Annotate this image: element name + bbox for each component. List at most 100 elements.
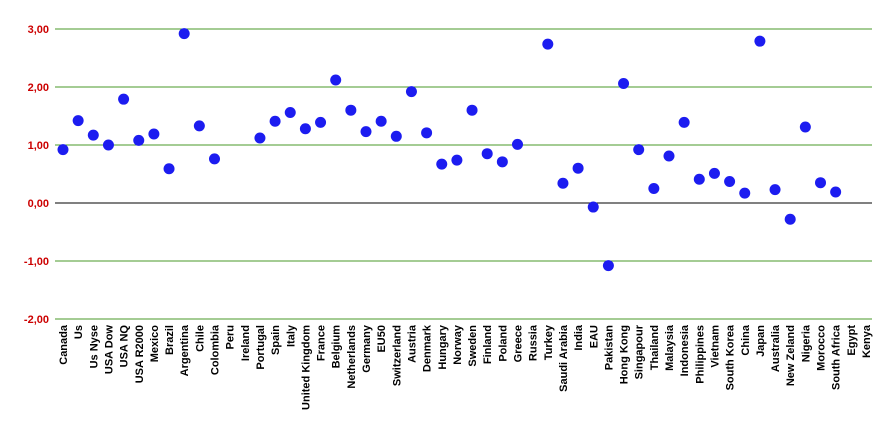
- data-point: [769, 184, 781, 196]
- data-point: [193, 120, 205, 132]
- data-point: [512, 138, 523, 150]
- x-tick-label: Sweden: [467, 325, 479, 367]
- x-tick-label: Indonesia: [679, 324, 691, 376]
- data-point: [330, 74, 342, 86]
- data-point: [815, 177, 826, 189]
- data-point: [602, 260, 614, 272]
- grid-lines: [55, 28, 872, 320]
- x-tick-label: Argentina: [179, 324, 191, 376]
- data-point: [375, 115, 387, 127]
- data-point: [830, 186, 842, 198]
- x-tick-label: EAU: [588, 325, 600, 348]
- data-point: [693, 173, 705, 185]
- data-point: [799, 121, 811, 133]
- x-tick-label: United Kingdom: [300, 325, 312, 410]
- x-tick-label: Austria: [406, 324, 418, 363]
- x-tick-label: EU50: [376, 325, 388, 353]
- data-point: [254, 132, 266, 144]
- data-point: [708, 167, 720, 179]
- data-point: [784, 213, 796, 225]
- x-tick-label: Australia: [770, 324, 782, 372]
- data-point: [572, 162, 584, 174]
- x-tick-label: Germany: [361, 324, 373, 373]
- x-tick-label: New Zeland: [785, 325, 797, 386]
- x-tick-label: Hungary: [437, 324, 449, 370]
- x-tick-label: Philippines: [694, 325, 706, 384]
- x-tick-label: Peru: [225, 325, 237, 349]
- x-tick-label: Poland: [497, 325, 509, 362]
- data-point: [133, 134, 145, 146]
- x-tick-label: Us Nyse: [88, 325, 100, 368]
- x-tick-label: Chile: [194, 325, 206, 352]
- x-tick-label: Kenya: [861, 324, 873, 358]
- data-point: [466, 104, 478, 116]
- y-axis-tick-labels: 3,00 2,00 1,00 0,00 -1,00 -2,00: [24, 24, 49, 326]
- x-tick-label: Egypt: [846, 325, 858, 356]
- data-point: [57, 144, 69, 156]
- data-point: [102, 139, 114, 151]
- x-tick-label: Norway: [452, 324, 464, 365]
- x-tick-label: Vietnam: [709, 325, 721, 368]
- data-point: [299, 123, 311, 135]
- data-points: [57, 28, 842, 272]
- data-point: [557, 177, 569, 189]
- x-tick-label: South Africa: [831, 324, 843, 390]
- x-tick-label: France: [316, 325, 328, 361]
- x-tick-label: Morocco: [816, 325, 828, 371]
- x-tick-label: South Korea: [725, 324, 737, 390]
- x-tick-label: Netherlands: [346, 325, 358, 389]
- x-tick-label: Russia: [528, 324, 540, 361]
- data-point: [542, 38, 554, 50]
- x-tick-label: Turkey: [543, 324, 555, 360]
- data-point: [178, 28, 190, 40]
- data-point: [724, 176, 736, 188]
- x-tick-label: Japan: [755, 325, 767, 357]
- x-tick-label: Nigeria: [800, 324, 812, 362]
- data-point: [618, 78, 630, 90]
- x-tick-label: Us: [73, 325, 85, 339]
- x-tick-label: Belgium: [331, 325, 343, 369]
- y-tick-label: -1,00: [24, 256, 49, 268]
- data-point: [663, 150, 675, 162]
- x-tick-label: Portugal: [255, 325, 267, 370]
- y-tick-label: 0,00: [28, 198, 49, 210]
- data-point: [587, 201, 599, 213]
- x-tick-label: Spain: [270, 325, 282, 355]
- x-tick-label: USA R2000: [134, 325, 146, 383]
- x-tick-label: Mexico: [149, 325, 161, 363]
- x-tick-label: Brazil: [164, 325, 176, 355]
- data-point: [633, 144, 645, 156]
- x-tick-label: Italy: [285, 324, 297, 347]
- x-tick-label: Malaysia: [664, 324, 676, 371]
- x-tick-label: Thailand: [649, 325, 661, 370]
- data-point: [345, 104, 357, 116]
- y-tick-label: 3,00: [28, 24, 49, 36]
- data-point: [148, 128, 160, 140]
- data-point: [739, 187, 751, 199]
- data-point: [451, 154, 463, 166]
- x-tick-label: Saudi Arabia: [558, 324, 570, 392]
- y-tick-label: 1,00: [28, 140, 49, 152]
- x-tick-label: Colombia: [210, 324, 222, 375]
- x-tick-label: USA Dow: [103, 325, 115, 375]
- data-point: [754, 35, 766, 47]
- data-point: [421, 127, 433, 139]
- x-tick-label: Switzerland: [391, 325, 403, 386]
- data-point: [163, 163, 175, 175]
- data-point: [390, 130, 402, 142]
- data-point: [481, 148, 493, 160]
- x-tick-label: India: [573, 324, 585, 351]
- data-point: [405, 86, 417, 98]
- data-point: [269, 115, 281, 127]
- y-tick-label: 2,00: [28, 82, 49, 94]
- data-point: [436, 158, 448, 170]
- data-point: [648, 183, 660, 194]
- data-point: [284, 107, 296, 119]
- x-tick-label: China: [740, 324, 752, 355]
- data-point: [118, 93, 130, 105]
- data-point: [360, 126, 372, 138]
- x-tick-label: USA NQ: [119, 325, 131, 368]
- data-point: [678, 116, 690, 128]
- x-tick-label: Pakistan: [603, 325, 615, 371]
